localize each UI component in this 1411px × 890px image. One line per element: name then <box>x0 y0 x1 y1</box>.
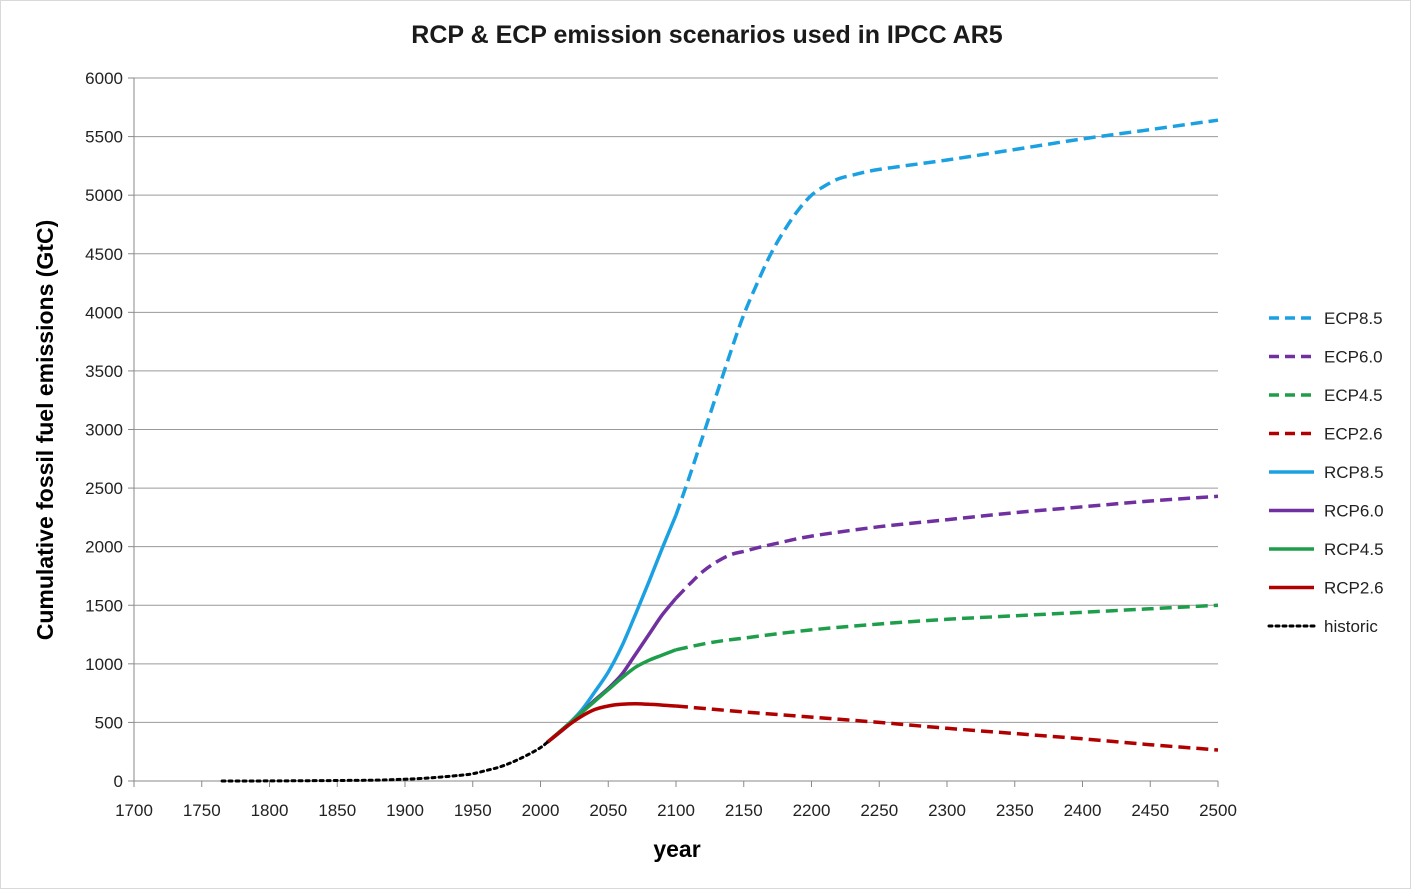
x-tick-label-2300: 2300 <box>928 801 966 820</box>
y-tick-label-1500: 1500 <box>85 596 123 615</box>
x-tick-label-2400: 2400 <box>1064 801 1102 820</box>
x-axis-ticks: 1700 1750 1800 1850 1900 1950 2000 2050 2100 2150… <box>115 781 1237 820</box>
y-tick-label-0: 0 <box>114 772 123 791</box>
x-tick-label-2350: 2350 <box>996 801 1034 820</box>
x-tick-label-1950: 1950 <box>454 801 492 820</box>
x-tick-label-1850: 1850 <box>318 801 356 820</box>
y-tick-label-2000: 2000 <box>85 538 123 557</box>
x-tick-label-2200: 2200 <box>793 801 831 820</box>
y-tick-label-500: 500 <box>95 713 123 732</box>
y-tick-label-6000: 6000 <box>85 69 123 88</box>
y-axis-ticks: 0 500 1000 1500 2000 2500 3000 3500 4000 4500 5000… <box>85 69 134 791</box>
series-line-ecp4-5 <box>675 603 1219 652</box>
x-tick-label-1900: 1900 <box>386 801 424 820</box>
y-tick-label-3500: 3500 <box>85 362 123 381</box>
legend-label-ecp6-0: ECP6.0 <box>1324 348 1383 367</box>
x-tick-label-2500: 2500 <box>1199 801 1237 820</box>
legend-label-rcp2-6: RCP2.6 <box>1324 579 1384 598</box>
chart-title: RCP & ECP emission scenarios used in IPC… <box>411 21 1002 49</box>
series-line-rcp4-5 <box>546 648 677 744</box>
legend-label-ecp2-6: ECP2.6 <box>1324 425 1383 444</box>
x-tick-label-1700: 1700 <box>115 801 153 820</box>
x-tick-label-2450: 2450 <box>1131 801 1169 820</box>
y-tick-label-1000: 1000 <box>85 655 123 674</box>
x-tick-label-1750: 1750 <box>183 801 221 820</box>
legend-label-rcp8-5: RCP8.5 <box>1324 463 1384 482</box>
series-line-rcp6-0 <box>546 597 678 744</box>
legend-label-ecp8-5: ECP8.5 <box>1324 309 1383 328</box>
x-tick-label-2050: 2050 <box>589 801 627 820</box>
y-tick-label-4500: 4500 <box>85 245 123 264</box>
legend-label-ecp4-5: ECP4.5 <box>1324 386 1383 405</box>
y-tick-label-2500: 2500 <box>85 479 123 498</box>
series-line-ecp2-6 <box>675 704 1219 752</box>
x-tick-label-1800: 1800 <box>251 801 289 820</box>
series-lines <box>220 118 1219 783</box>
gridlines <box>134 77 1218 723</box>
x-tick-label-2150: 2150 <box>725 801 763 820</box>
legend-label-rcp6-0: RCP6.0 <box>1324 502 1384 521</box>
series-line-historic <box>220 740 549 783</box>
y-axis-label: Cumulative fossil fuel emissions (GtC) <box>32 220 58 640</box>
x-tick-label-2000: 2000 <box>522 801 560 820</box>
y-tick-label-4000: 4000 <box>85 303 123 322</box>
series-line-ecp8-5 <box>674 118 1219 516</box>
x-tick-label-2100: 2100 <box>657 801 695 820</box>
series-line-rcp2-6 <box>546 701 677 744</box>
x-axis-label: year <box>653 836 700 862</box>
y-tick-label-5500: 5500 <box>85 128 123 147</box>
y-tick-label-5000: 5000 <box>85 186 123 205</box>
y-tick-label-3000: 3000 <box>85 421 123 440</box>
x-tick-label-2250: 2250 <box>860 801 898 820</box>
series-line-rcp8-5 <box>546 514 678 744</box>
series-line-ecp6-0 <box>674 494 1219 600</box>
legend: ECP8.5 ECP6.0 ECP4.5 ECP2.6 RCP8.5 RCP6.0 RCP4… <box>1267 309 1384 636</box>
legend-label-historic: historic <box>1324 617 1378 636</box>
legend-label-rcp4-5: RCP4.5 <box>1324 540 1384 559</box>
